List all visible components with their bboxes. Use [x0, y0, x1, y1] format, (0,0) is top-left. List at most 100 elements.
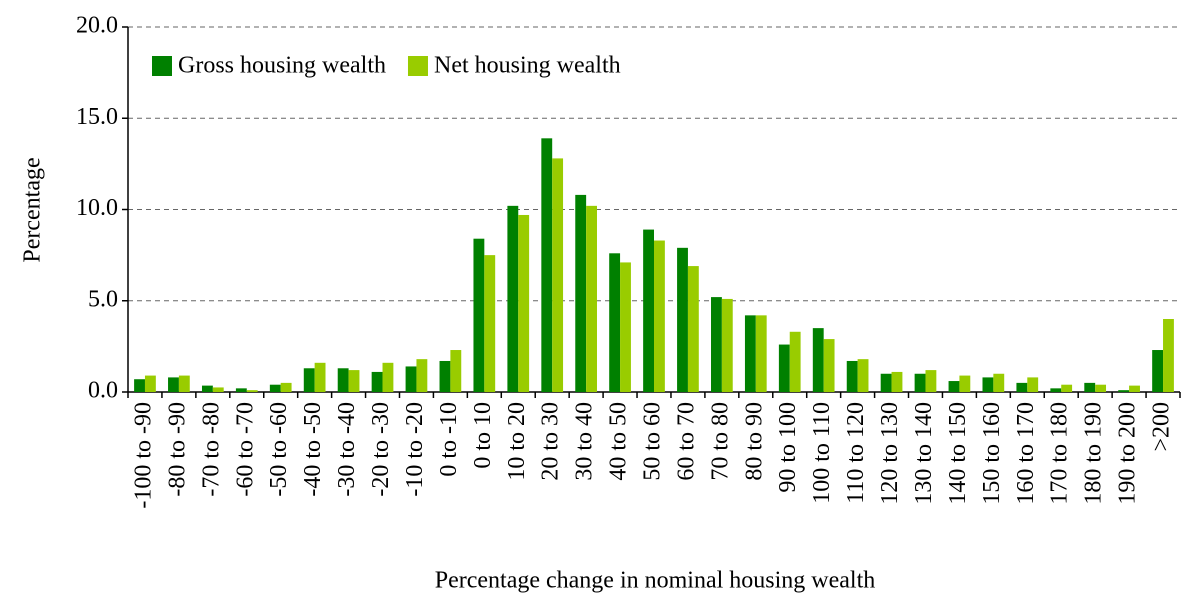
x-tick-label: 100 to 110: [809, 402, 835, 504]
bar: [484, 255, 496, 392]
bar: [620, 262, 631, 392]
x-tick-label: 190 to 200: [1115, 402, 1141, 505]
x-axis-label: Percentage change in nominal housing wea…: [435, 568, 876, 594]
bar: [212, 387, 224, 392]
bar: [721, 298, 733, 392]
x-tick-label: 120 to 130: [877, 402, 903, 505]
bar: [1016, 382, 1028, 392]
x-tick-label: 90 to 100: [775, 402, 801, 493]
bar: [778, 344, 790, 392]
bar: [789, 331, 801, 392]
bar: [405, 366, 417, 392]
x-tick-label: 40 to 50: [606, 402, 632, 481]
y-axis-label: Percentage: [20, 157, 46, 262]
bar: [744, 315, 756, 392]
bar: [993, 373, 1005, 392]
bar: [880, 373, 892, 392]
bar: [439, 360, 451, 392]
bar: [677, 247, 688, 392]
y-tick-label: 10.0: [76, 195, 118, 221]
legend-label: Net housing wealth: [434, 53, 621, 79]
bar: [914, 373, 926, 392]
x-tick-label: 10 to 20: [504, 402, 530, 481]
bar: [314, 362, 326, 392]
bar: [507, 205, 519, 392]
x-tick-label: -50 to -60: [266, 402, 292, 497]
bar: [925, 370, 937, 392]
legend-swatch: [152, 56, 172, 76]
bar: [654, 240, 665, 392]
bar: [711, 297, 722, 392]
bar: [201, 385, 213, 392]
x-tick-label: -80 to -90: [164, 402, 190, 497]
x-tick-label: 130 to 140: [911, 402, 937, 505]
bar: [755, 315, 767, 392]
bar: [1061, 384, 1073, 392]
x-tick-label: -30 to -40: [334, 402, 360, 497]
bar: [450, 350, 462, 392]
bar: [348, 370, 360, 392]
x-tick-label: 60 to 70: [673, 402, 699, 481]
x-tick-label: -20 to -30: [368, 402, 394, 497]
bar: [518, 214, 530, 392]
bar: [575, 194, 587, 392]
bar: [134, 379, 145, 392]
bar: [246, 390, 258, 392]
bar: [552, 158, 564, 392]
x-tick-label: -100 to -90: [130, 402, 156, 509]
bar: [857, 359, 869, 392]
bar: [609, 253, 621, 392]
x-tick-label: 20 to 30: [538, 402, 564, 481]
bar: [1050, 388, 1062, 392]
bar: [823, 339, 835, 392]
bar: [269, 384, 281, 392]
x-tick-label: 180 to 190: [1081, 402, 1107, 505]
bar: [812, 328, 824, 392]
bar: [280, 382, 292, 392]
legend-label: Gross housing wealth: [178, 53, 386, 79]
bar: [416, 359, 428, 392]
x-tick-label: -40 to -50: [300, 402, 326, 497]
bar: [1163, 319, 1174, 392]
bar: [643, 229, 654, 392]
bar: [371, 371, 383, 392]
bar: [541, 138, 553, 392]
bar: [687, 266, 699, 392]
bar: [303, 368, 315, 392]
y-tick-label: 0.0: [88, 378, 118, 404]
bar: [1118, 390, 1130, 392]
x-tick-label: 0 to 10: [470, 402, 496, 469]
bar: [235, 388, 247, 392]
x-tick-label: 30 to 40: [572, 402, 598, 481]
x-tick-label: 0 to -10: [436, 402, 462, 477]
legend-swatch: [407, 56, 428, 76]
bar: [382, 362, 394, 392]
bar: [337, 368, 349, 392]
y-tick-label: 5.0: [88, 286, 118, 312]
x-tick-label: -10 to -20: [402, 402, 428, 497]
bar: [1027, 377, 1039, 392]
x-tick-label: 50 to 60: [640, 402, 666, 481]
y-tick-label: 20.0: [76, 13, 118, 39]
bar: [846, 360, 858, 392]
x-tick-label: 70 to 80: [707, 402, 733, 481]
bar: [144, 375, 156, 392]
bar: [1084, 382, 1096, 392]
bar: [1129, 385, 1140, 392]
bar: [1152, 350, 1164, 392]
x-tick-label: >200: [1149, 402, 1175, 452]
y-tick-label: 15.0: [76, 104, 118, 130]
bar: [473, 238, 485, 392]
bar: [586, 205, 597, 392]
x-tick-label: 150 to 160: [979, 402, 1005, 505]
x-tick-label: 160 to 170: [1013, 402, 1039, 505]
x-tick-label: 80 to 90: [741, 402, 767, 481]
bar: [1095, 384, 1107, 392]
bar: [959, 375, 971, 392]
bar: [168, 377, 179, 392]
bar: [178, 375, 190, 392]
x-tick-label: 110 to 120: [843, 402, 869, 504]
x-tick-label: -70 to -80: [198, 402, 224, 497]
bar: [948, 381, 960, 392]
